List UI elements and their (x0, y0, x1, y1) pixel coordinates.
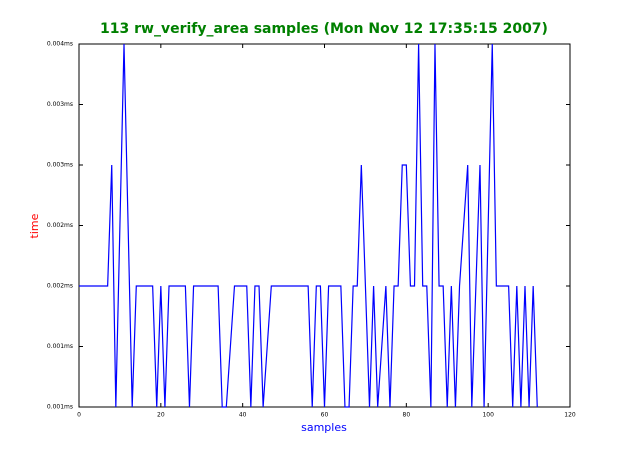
x-tick-label: 0 (77, 412, 81, 419)
y-tick-label: 0.003ms (47, 101, 73, 108)
data-line (79, 43, 538, 408)
y-tick-label: 0.002ms (47, 283, 73, 290)
y-axis-label: time (28, 213, 41, 238)
y-tick-label: 0.001ms (47, 343, 73, 350)
x-tick-label: 80 (403, 412, 411, 419)
y-tick-label: 0.002ms (47, 222, 73, 229)
x-axis-label: samples (301, 421, 347, 434)
chart-title: 113 rw_verify_area samples (Mon Nov 12 1… (100, 21, 548, 37)
y-tick-label: 0.004ms (47, 41, 73, 48)
x-tick-label: 20 (157, 412, 165, 419)
x-tick-label: 60 (321, 412, 329, 419)
plot-frame (78, 43, 571, 408)
x-tick-label: 100 (482, 412, 494, 419)
x-tick-label: 40 (239, 412, 247, 419)
y-tick-label: 0.001ms (47, 404, 73, 411)
x-tick-label: 120 (564, 412, 576, 419)
y-tick-label: 0.003ms (47, 162, 73, 169)
